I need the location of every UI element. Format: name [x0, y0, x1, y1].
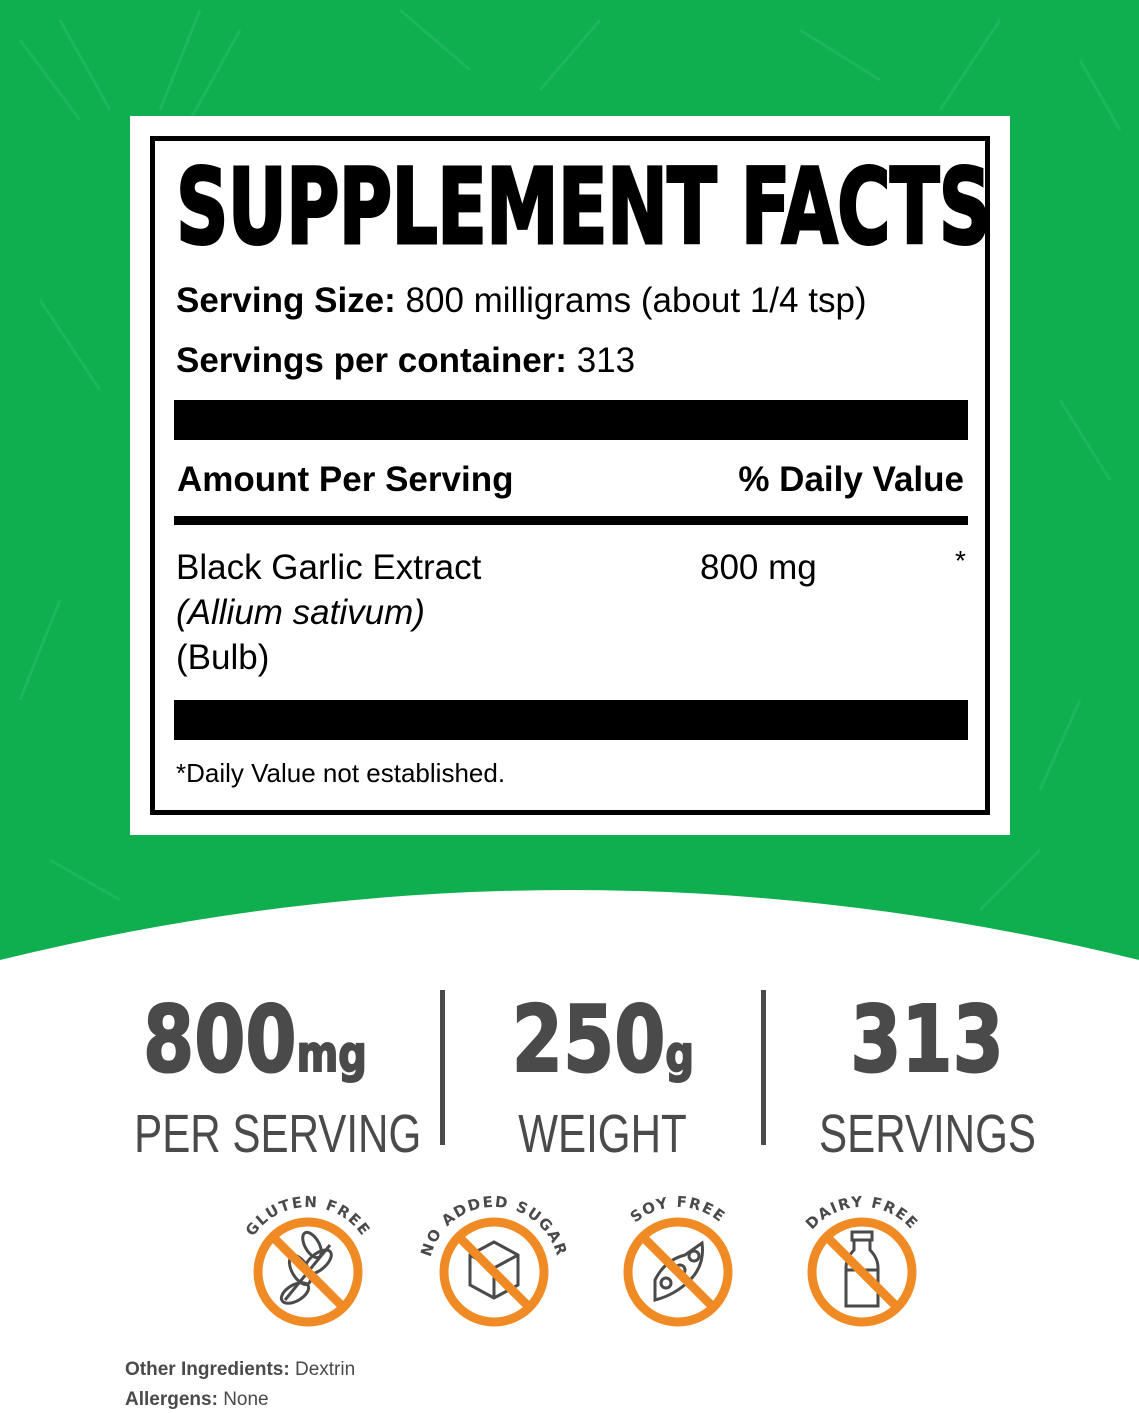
prohibition-icon	[807, 1217, 917, 1327]
badge-label: DAIRY FREE	[802, 1193, 922, 1233]
supplement-facts-border	[150, 136, 990, 815]
servings-per-container: Servings per container: 313	[176, 341, 635, 381]
stat-label: SERVINGS	[819, 1104, 1036, 1164]
stat-per-serving: 800mg PER SERVING	[100, 986, 422, 1165]
divider-thick	[174, 700, 968, 740]
badges: GLUTEN FREE NO ADDED SUGAR SOY FREE DAIR…	[242, 1193, 922, 1327]
prohibition-icon	[253, 1217, 363, 1327]
servings-value: 313	[576, 341, 636, 380]
stat-label: PER SERVING	[134, 1104, 422, 1164]
allergens-value: None	[223, 1389, 269, 1410]
daily-value-header: % Daily Value	[738, 460, 964, 499]
allergens: Allergens: None	[125, 1389, 269, 1411]
prohibition-icon	[439, 1217, 549, 1327]
serving-size: Serving Size: 800 milligrams (about 1/4 …	[176, 281, 867, 321]
stat-servings: 313 SERVINGS	[775, 986, 1080, 1165]
amount-header: Amount Per Serving	[177, 460, 514, 499]
serving-size-label: Serving Size:	[176, 281, 396, 320]
divider-thick	[174, 400, 968, 440]
footnote: *Daily Value not established.	[176, 758, 506, 788]
stat-weight: 250g WEIGHT	[450, 986, 755, 1165]
divider-medium	[174, 516, 968, 525]
stat-divider	[761, 990, 766, 1145]
servings-label: Servings per container:	[176, 341, 567, 380]
facts-title: SUPPLEMENT FACTS	[175, 146, 992, 268]
stat-label: WEIGHT	[518, 1104, 687, 1164]
other-ingredients: Other Ingredients: Dextrin	[125, 1359, 355, 1381]
stat-number: 313	[850, 986, 1005, 1093]
serving-size-value: 800 milligrams (about 1/4 tsp)	[405, 281, 867, 320]
ingredient-amount: 800 mg	[700, 548, 817, 587]
stat-number: 250g	[511, 986, 695, 1093]
stat-divider	[440, 990, 445, 1145]
ingredient-name: Black Garlic Extract	[176, 548, 482, 587]
ingredient-part: (Bulb)	[176, 638, 270, 677]
ingredient-dv: *	[955, 545, 966, 576]
other-ingredients-value: Dextrin	[294, 1359, 356, 1380]
ingredient-latin: (Allium sativum)	[176, 593, 425, 632]
other-ingredients-label: Other Ingredients:	[125, 1359, 290, 1380]
stat-number: 800mg	[142, 986, 368, 1093]
allergens-label: Allergens:	[125, 1389, 218, 1410]
prohibition-icon	[623, 1217, 733, 1327]
